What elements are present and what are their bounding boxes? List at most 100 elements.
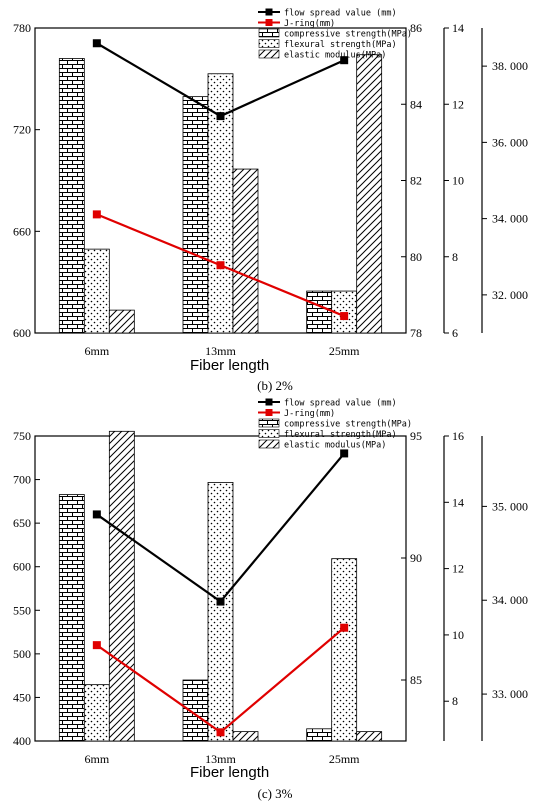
right-axis-3-tick-label: 33. 000 <box>492 687 528 701</box>
marker-flow-spread-value-mm <box>216 112 225 121</box>
right-axis-2-tick-label: 6 <box>452 326 458 340</box>
marker-flow-spread-value-mm <box>340 449 349 458</box>
legend-label: compressive strength(MPa) <box>284 420 412 430</box>
marker-j-ring-mm <box>340 312 349 321</box>
right-axis-2-tick-label: 14 <box>452 21 464 35</box>
bar-compressive-strength-mpa <box>182 96 209 334</box>
right-axis-3-tick-label: 34. 000 <box>492 593 528 607</box>
legend-swatch-bar <box>258 439 280 449</box>
legend-label: J-ring(mm) <box>284 409 335 419</box>
x-axis-label: Fiber length <box>190 764 270 781</box>
x-axis-tick-label: 6mm <box>84 344 109 358</box>
x-axis-tick-label: 25mm <box>329 752 360 766</box>
x-axis-tick-label: 13mm <box>205 344 236 358</box>
legend-swatch-bar <box>258 39 280 48</box>
bar-compressive-strength-mpa <box>58 494 85 742</box>
left-axis-tick-label: 400 <box>13 734 31 748</box>
right-axis-1-tick-label: 78 <box>410 326 422 340</box>
legend-label: flow spread value (mm) <box>284 399 397 409</box>
right-axis-1-tick-label: 84 <box>410 97 422 111</box>
right-axis-2-tick-label: 12 <box>452 97 464 111</box>
legend: flow spread value (mm)J-ring(mm)compress… <box>258 398 412 451</box>
right-axis-1-tick-label: 82 <box>410 174 422 188</box>
right-axis-3-tick-label: 34. 000 <box>492 212 528 226</box>
bar-compressive-strength-mpa <box>182 679 209 742</box>
bar-elastic-modulus-mpa <box>108 430 135 742</box>
left-axis-tick-label: 780 <box>13 21 31 35</box>
marker-flow-spread-value-mm <box>216 597 225 606</box>
right-axis-2-tick-label: 8 <box>452 694 458 708</box>
left-axis-tick-label: 550 <box>13 603 31 617</box>
legend: flow spread value (mm)J-ring(mm)compress… <box>258 8 412 61</box>
legend-label: flexural strength(MPa) <box>284 40 397 50</box>
legend-swatch-bar <box>258 49 280 59</box>
figure-caption-b: (b) 2% <box>257 378 293 393</box>
x-axis-tick-label: 25mm <box>329 344 360 358</box>
bar-elastic-modulus-mpa <box>108 309 135 334</box>
marker-flow-spread-value-mm <box>340 56 349 65</box>
x-axis-label: Fiber length <box>190 357 270 374</box>
legend-swatch-marker <box>265 398 273 406</box>
right-axis-1-tick-label: 95 <box>410 429 422 443</box>
left-axis-tick-label: 660 <box>13 224 31 238</box>
bar-flexural-strength-mpa <box>83 684 110 742</box>
legend-label: J-ring(mm) <box>284 19 335 29</box>
bar-elastic-modulus-mpa <box>232 168 259 334</box>
left-axis-tick-label: 750 <box>13 429 31 443</box>
left-axis-tick-label: 600 <box>13 326 31 340</box>
legend-label: flexural strength(MPa) <box>284 430 397 440</box>
bar-elastic-modulus-mpa <box>232 731 259 742</box>
chart-panel-c: 400 450 500 550 600 650 700 750 85 90 95 8 10 12 14 16 3… <box>13 398 528 766</box>
right-axis-3-tick-label: 32. 000 <box>492 288 528 302</box>
right-axis-1-tick-label: 90 <box>410 551 422 565</box>
left-axis-tick-label: 700 <box>13 473 31 487</box>
legend-label: flow spread value (mm) <box>284 9 397 19</box>
bar-compressive-strength-mpa <box>306 290 333 334</box>
right-axis-3-tick-label: 36. 000 <box>492 135 528 149</box>
left-axis-tick-label: 650 <box>13 516 31 530</box>
legend-label: compressive strength(MPa) <box>284 30 412 40</box>
marker-j-ring-mm <box>92 641 101 650</box>
chart-panel-b: 600 660 720 780 78 80 82 84 86 6 8 10 12 14 32. 000 34.… <box>13 8 528 358</box>
marker-flow-spread-value-mm <box>92 39 101 48</box>
right-axis-1-tick-label: 86 <box>410 21 422 35</box>
right-axis-2-tick-label: 10 <box>452 174 464 188</box>
legend-label: elastic modulus(MPa) <box>284 51 386 61</box>
marker-j-ring-mm <box>216 728 225 737</box>
right-axis-1-tick-label: 85 <box>410 673 422 687</box>
legend-swatch-bar <box>258 429 280 438</box>
marker-j-ring-mm <box>92 210 101 219</box>
bar-flexural-strength-mpa <box>207 482 234 742</box>
bar-flexural-strength-mpa <box>331 558 358 742</box>
x-axis-tick-label: 6mm <box>84 752 109 766</box>
bar-flexural-strength-mpa <box>83 248 110 334</box>
legend-swatch-marker <box>265 409 273 416</box>
right-axis-2-tick-label: 8 <box>452 250 458 264</box>
left-axis-tick-label: 500 <box>13 647 31 661</box>
right-axis-3-tick-label: 38. 000 <box>492 59 528 73</box>
right-axis-3-tick-label: 35. 000 <box>492 499 528 513</box>
legend-swatch-bar <box>258 418 280 428</box>
left-axis-tick-label: 600 <box>13 560 31 574</box>
bar-compressive-strength-mpa <box>58 58 85 334</box>
bar-elastic-modulus-mpa <box>356 731 383 742</box>
right-axis-2-tick-label: 10 <box>452 628 464 642</box>
marker-flow-spread-value-mm <box>92 510 101 519</box>
legend-swatch-marker <box>265 19 273 26</box>
marker-j-ring-mm <box>216 261 225 270</box>
right-axis-2-tick-label: 16 <box>452 429 464 443</box>
x-axis-tick-label: 13mm <box>205 752 236 766</box>
marker-j-ring-mm <box>340 623 349 632</box>
bar-elastic-modulus-mpa <box>356 54 383 334</box>
legend-swatch-marker <box>265 8 273 16</box>
left-axis-tick-label: 720 <box>13 123 31 137</box>
right-axis-2-tick-label: 12 <box>452 562 464 576</box>
left-axis-tick-label: 450 <box>13 690 31 704</box>
bar-compressive-strength-mpa <box>306 728 333 742</box>
right-axis-1-tick-label: 80 <box>410 250 422 264</box>
figure-caption-c: (c) 3% <box>257 786 293 801</box>
right-axis-2-tick-label: 14 <box>452 495 464 509</box>
legend-label: elastic modulus(MPa) <box>284 441 386 451</box>
legend-swatch-bar <box>258 28 280 38</box>
